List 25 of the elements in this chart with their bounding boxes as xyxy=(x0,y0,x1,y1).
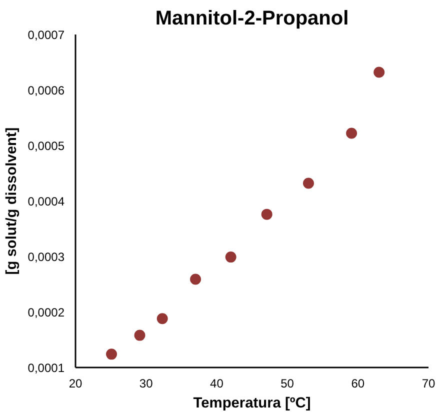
chart-title: Mannitol-2-Propanol xyxy=(155,8,349,30)
y-tick-label: 0,0001 xyxy=(28,361,65,375)
x-tick-label: 60 xyxy=(351,376,365,390)
x-tick-label: 40 xyxy=(210,376,224,390)
y-tick-label: 0,0002 xyxy=(28,306,65,320)
y-tick-label: 0,0003 xyxy=(28,250,65,264)
y-tick-label: 0,0005 xyxy=(28,139,65,153)
x-tick-label: 70 xyxy=(422,376,436,390)
y-tick-label: 0,0006 xyxy=(28,84,65,98)
y-tick-label: 0,0007 xyxy=(28,28,65,42)
point xyxy=(374,66,385,78)
x-axis-title: Temperatura [ºC] xyxy=(193,396,311,412)
point xyxy=(156,313,168,324)
point xyxy=(106,348,118,360)
point xyxy=(346,128,358,139)
point xyxy=(225,252,236,263)
y-axis-title: [g solut/g dissolvent] xyxy=(4,127,20,275)
x-tick-label: 20 xyxy=(68,376,82,390)
y-tick-label: 0,0004 xyxy=(28,194,65,208)
point xyxy=(190,274,202,285)
point xyxy=(134,330,146,341)
x-tick-label: 30 xyxy=(139,376,154,390)
point xyxy=(302,178,314,189)
point xyxy=(261,208,272,220)
x-tick-label: 50 xyxy=(280,376,294,390)
